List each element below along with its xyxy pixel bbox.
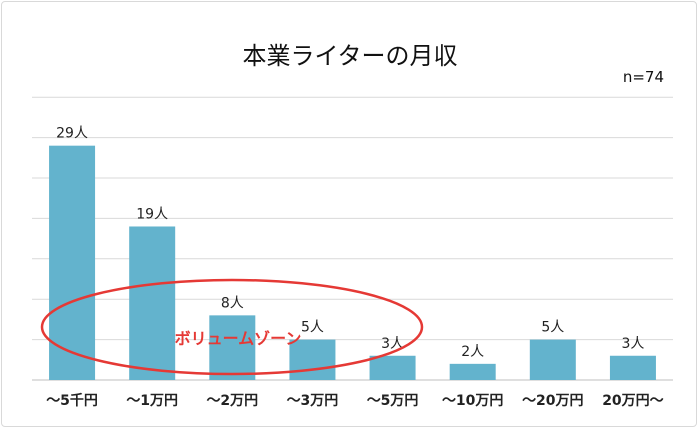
bar-5 — [369, 355, 416, 380]
chart-title: 本業ライターの月収 — [242, 42, 458, 70]
sample-size-note: n=74 — [622, 68, 664, 86]
data-label-7: 5人 — [541, 320, 564, 336]
bar-6 — [449, 363, 496, 380]
data-label-1: 29人 — [56, 126, 88, 142]
data-label-8: 3人 — [621, 336, 644, 352]
data-label-6: 2人 — [461, 344, 484, 360]
category-label-7: ～20万円 — [522, 393, 583, 409]
category-label-4: ～3万円 — [287, 393, 339, 409]
bar-8 — [609, 355, 656, 380]
data-label-2: 19人 — [136, 206, 168, 222]
volume-zone-ellipse — [40, 278, 424, 376]
category-label-8: 20万円～ — [602, 393, 663, 409]
data-label-4: 5人 — [301, 320, 324, 336]
category-label-5: ～5万円 — [367, 393, 419, 409]
bar-2 — [129, 226, 176, 380]
category-label-1: ～5千円 — [46, 392, 98, 409]
data-label-5: 3人 — [381, 336, 404, 352]
bar-3 — [209, 315, 256, 380]
category-label-6: ～10万円 — [442, 393, 503, 409]
data-label-3: 8人 — [221, 295, 244, 311]
category-label-2: ～1万円 — [126, 393, 178, 409]
category-label-3: ～2万円 — [206, 393, 258, 409]
bar-4 — [289, 339, 336, 380]
volume-zone-label: ボリュームゾーン — [175, 329, 302, 348]
bar-7 — [529, 339, 576, 380]
bar-1 — [49, 145, 96, 380]
